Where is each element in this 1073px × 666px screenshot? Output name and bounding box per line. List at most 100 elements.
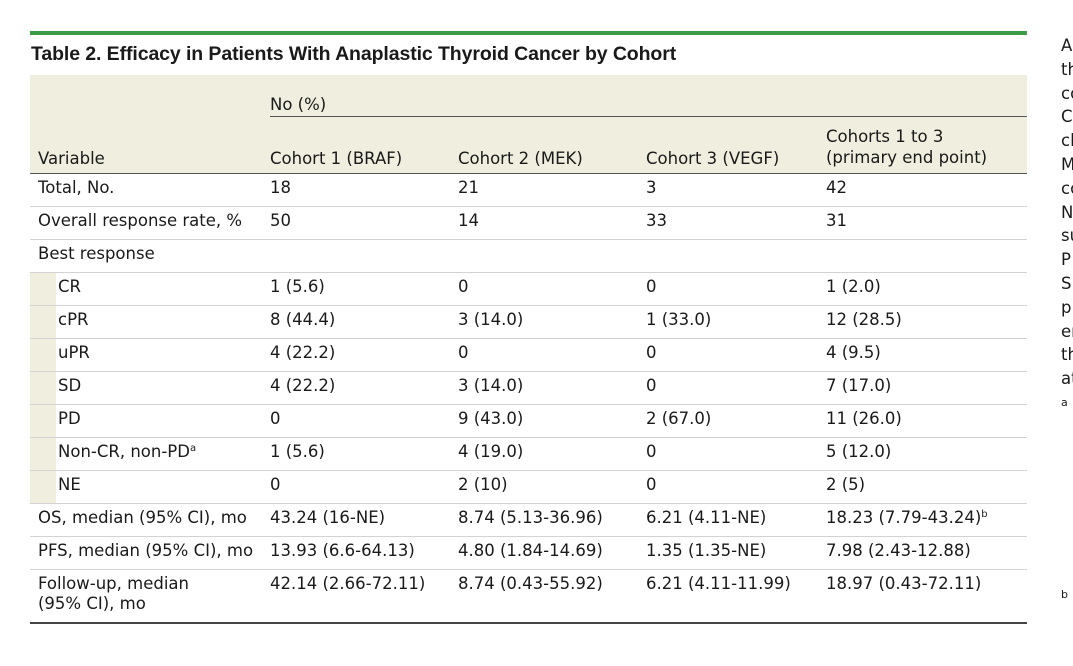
cell-cohort-4: 18.23 (7.79-43.24)b	[826, 503, 1027, 537]
cell-cohort-4: 2 (5)	[826, 470, 1027, 504]
cell-cohort-2: 4 (19.0)	[458, 437, 646, 471]
indent-shade	[30, 273, 56, 305]
cell-cohort-1: 4 (22.2)	[270, 371, 458, 405]
cell-cohort-3: 0	[646, 338, 826, 372]
cell-cohort-4: 4 (9.5)	[826, 338, 1027, 372]
table-row: Non-CR, non-PDa 1 (5.6) 4 (19.0) 0 5 (12.0)	[30, 437, 1027, 471]
side-text-line: SI	[1061, 273, 1073, 293]
cell-cohort-1: 50	[270, 206, 458, 240]
footnote-marker: b	[981, 509, 988, 520]
table-row: SD 4 (22.2) 3 (14.0) 0 7 (17.0)	[30, 371, 1027, 405]
side-text-line: C	[1061, 107, 1073, 127]
cell-cohort-4: 42	[826, 173, 1027, 207]
cell-cohort-4: 7.98 (2.43-12.88)	[826, 536, 1027, 570]
side-text-line: A	[1061, 36, 1073, 55]
cell-cohort-3: 0	[646, 272, 826, 306]
cell-cohort-2: 14	[458, 206, 646, 240]
row-label: SD	[30, 371, 270, 405]
row-label: Follow-up, median (95% CI), mo	[30, 569, 270, 624]
cell-cohort-1: 1 (5.6)	[270, 437, 458, 471]
side-text-line: cl	[1061, 131, 1073, 151]
cell-cohort-4: 31	[826, 206, 1027, 240]
cell-cohort-4: 18.97 (0.43-72.11)	[826, 569, 1027, 624]
row-label: cPR	[30, 305, 270, 339]
efficacy-table: No (%) Variable Cohort 1 (BRAF) Cohort 2…	[30, 75, 1027, 624]
row-label: Overall response rate, %	[30, 206, 270, 240]
side-text-line: N	[1061, 202, 1073, 222]
cell-cohort-4	[826, 239, 1027, 273]
cell-cohort-2: 0	[458, 272, 646, 306]
cell-cohort-1: 4 (22.2)	[270, 338, 458, 372]
side-text-line: M	[1061, 154, 1073, 174]
side-text-line: co	[1061, 83, 1073, 103]
cell-cohort-2: 3 (14.0)	[458, 305, 646, 339]
cell-cohort-3: 1 (33.0)	[646, 305, 826, 339]
footnote-marker-b: b	[1061, 588, 1068, 601]
table-row: cPR 8 (44.4) 3 (14.0) 1 (33.0) 12 (28.5)	[30, 305, 1027, 339]
side-text-line: er	[1061, 321, 1073, 341]
cell-cohort-3: 1.35 (1.35-NE)	[646, 536, 826, 570]
cell-cohort-3: 0	[646, 470, 826, 504]
cell-cohort-4: 5 (12.0)	[826, 437, 1027, 471]
row-label: OS, median (95% CI), mo	[30, 503, 270, 537]
header-cohorts-all: Cohorts 1 to 3 (primary end point)	[826, 116, 1027, 174]
cell-cohort-3: 6.21 (4.11-NE)	[646, 503, 826, 537]
header-cohort-1: Cohort 1 (BRAF)	[270, 116, 458, 174]
header-cohort-3: Cohort 3 (VEGF)	[646, 116, 826, 174]
cell-cohort-2: 9 (43.0)	[458, 404, 646, 438]
side-text-line: su	[1061, 226, 1073, 246]
cell-cohort-1: 1 (5.6)	[270, 272, 458, 306]
cell-cohort-4: 11 (26.0)	[826, 404, 1027, 438]
cell-cohort-1	[270, 239, 458, 273]
header-group-label: No (%)	[270, 75, 1027, 117]
cell-cohort-4: 1 (2.0)	[826, 272, 1027, 306]
cell-cohort-4: 7 (17.0)	[826, 371, 1027, 405]
indent-shade	[30, 405, 56, 437]
side-text-line: at	[1061, 369, 1073, 389]
table-row: Best response	[30, 239, 1027, 273]
table-row: NE 0 2 (10) 0 2 (5)	[30, 470, 1027, 504]
footnote-marker-a: a	[1061, 395, 1068, 409]
cell-cohort-1: 18	[270, 173, 458, 207]
row-label: Total, No.	[30, 173, 270, 207]
table-body: Total, No. 18 21 3 42 Overall response rate, …	[30, 173, 1027, 624]
table-row: Overall response rate, % 50 14 33 31	[30, 206, 1027, 240]
table-row: PD 0 9 (43.0) 2 (67.0) 11 (26.0)	[30, 404, 1027, 438]
indent-shade	[30, 438, 56, 470]
footnote-marker: a	[189, 443, 197, 454]
header-row-group: No (%)	[30, 75, 1027, 117]
header-variable: Variable	[30, 116, 270, 174]
cell-cohort-1: 8 (44.4)	[270, 305, 458, 339]
indent-shade	[30, 372, 56, 404]
cell-cohort-3: 2 (67.0)	[646, 404, 826, 438]
cell-cohort-1: 0	[270, 470, 458, 504]
side-text-line: co	[1061, 178, 1073, 198]
row-label: Non-CR, non-PDa	[30, 437, 270, 471]
cell-cohort-2: 3 (14.0)	[458, 371, 646, 405]
top-accent-rule	[30, 31, 1027, 35]
adjacent-column-text: Ath co Ccl Mco Nsu P SI p er th at a	[1061, 34, 1073, 415]
cell-cohort-3: 3	[646, 173, 826, 207]
indent-shade	[30, 306, 56, 338]
cell-cohort-3: 0	[646, 371, 826, 405]
header-row-columns: Variable Cohort 1 (BRAF) Cohort 2 (MEK) …	[30, 116, 1027, 174]
table-row: OS, median (95% CI), mo 43.24 (16-NE) 8.74…	[30, 503, 1027, 537]
side-text-line: th	[1061, 345, 1073, 365]
table-title: Table 2. Efficacy in Patients With Anapl…	[31, 43, 677, 65]
cell-cohort-2: 21	[458, 173, 646, 207]
side-text-line: th	[1061, 59, 1073, 79]
row-label: PFS, median (95% CI), mo	[30, 536, 270, 570]
row-label: PD	[30, 404, 270, 438]
cell-cohort-1: 13.93 (6.6-64.13)	[270, 536, 458, 570]
row-label: uPR	[30, 338, 270, 372]
row-label: CR	[30, 272, 270, 306]
header-spacer	[30, 75, 270, 117]
cell-cohort-4: 12 (28.5)	[826, 305, 1027, 339]
table-row: Follow-up, median (95% CI), mo 42.14 (2.66…	[30, 569, 1027, 624]
side-text-line: p	[1061, 297, 1072, 317]
table-row: uPR 4 (22.2) 0 0 4 (9.5)	[30, 338, 1027, 372]
cell-cohort-3: 33	[646, 206, 826, 240]
cell-cohort-2: 0	[458, 338, 646, 372]
cell-cohort-2: 4.80 (1.84-14.69)	[458, 536, 646, 570]
cell-cohort-1: 0	[270, 404, 458, 438]
